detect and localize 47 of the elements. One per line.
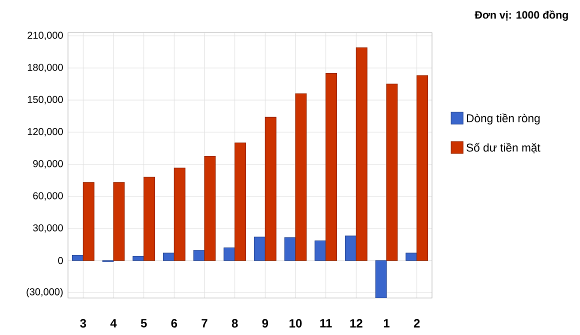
y-tick-label: 60,000 xyxy=(33,192,63,200)
x-tick-label: 12 xyxy=(350,319,362,328)
bar xyxy=(314,240,326,261)
legend-label: Số dư tiền mặt xyxy=(466,142,540,154)
x-tick-label: 10 xyxy=(290,319,302,328)
bar xyxy=(204,156,216,261)
bar xyxy=(295,93,307,261)
x-tick-label: 7 xyxy=(202,319,208,328)
bar xyxy=(144,176,156,261)
bar xyxy=(406,252,418,261)
bar xyxy=(113,182,125,261)
x-tick-label: 6 xyxy=(171,319,178,328)
x-tick-label: 2 xyxy=(414,319,420,328)
bar xyxy=(344,236,356,261)
y-tick-label: 150,000 xyxy=(28,96,63,104)
y-tick-label: (30,000) xyxy=(26,288,63,298)
y-tick-label: 0 xyxy=(58,257,63,264)
bar xyxy=(162,252,174,261)
bar xyxy=(234,142,246,261)
legend-label: Dòng tiền ròng xyxy=(466,113,540,124)
y-tick-label: 30,000 xyxy=(33,224,63,233)
y-tick-label: 120,000 xyxy=(28,128,63,136)
bar xyxy=(132,256,144,261)
x-tick-label: 5 xyxy=(140,319,147,328)
bar xyxy=(224,247,236,261)
text: Đơn vị: 1000 đồng xyxy=(474,10,568,21)
bar xyxy=(264,116,276,261)
x-tick-label: 8 xyxy=(232,319,238,328)
bar xyxy=(416,75,428,261)
bar xyxy=(375,260,387,298)
x-tick-label: 9 xyxy=(262,319,268,328)
bar xyxy=(326,73,338,261)
x-tick-label: 11 xyxy=(320,319,332,328)
y-tick-label: 210,000 xyxy=(28,32,63,40)
y-tick-label: 90,000 xyxy=(33,160,63,168)
bar xyxy=(254,236,266,261)
bar xyxy=(284,237,296,261)
x-tick-label: 1 xyxy=(384,319,390,328)
x-tick-label: 3 xyxy=(80,319,86,328)
bar xyxy=(356,47,368,261)
bar xyxy=(193,250,205,261)
y-tick-label: 180,000 xyxy=(28,64,63,72)
bar xyxy=(174,168,186,261)
bar xyxy=(82,182,94,261)
bar xyxy=(72,254,84,261)
x-tick-label: 4 xyxy=(110,319,117,328)
bar xyxy=(386,84,398,261)
